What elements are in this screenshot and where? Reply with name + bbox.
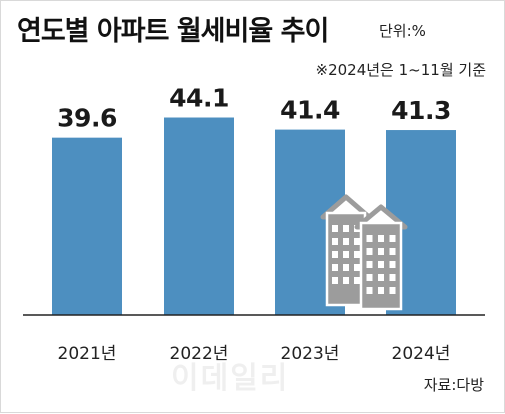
- chart-title: 연도별 아파트 월세비율 추이: [17, 16, 329, 47]
- value-label: 41.3: [391, 96, 451, 125]
- period-note: ※2024년은 1~11월 기준: [315, 61, 486, 79]
- category-label: 2022년: [170, 344, 229, 364]
- category-label: 2021년: [58, 344, 117, 364]
- value-label: 39.6: [57, 104, 117, 133]
- source-label: 자료:다방: [423, 376, 484, 394]
- watermark: 이데일리: [171, 361, 290, 396]
- category-label: 2023년: [281, 344, 340, 364]
- building-shape: [320, 194, 372, 307]
- bar-2021년: [52, 137, 122, 315]
- value-label: 44.1: [169, 84, 229, 113]
- category-label: 2024년: [392, 344, 451, 364]
- bar-2022년: [164, 117, 234, 315]
- apartment-building-icon: [320, 194, 408, 311]
- unit-label: 단위:%: [379, 22, 426, 40]
- building-shape: [354, 204, 408, 311]
- value-label: 41.4: [280, 96, 340, 125]
